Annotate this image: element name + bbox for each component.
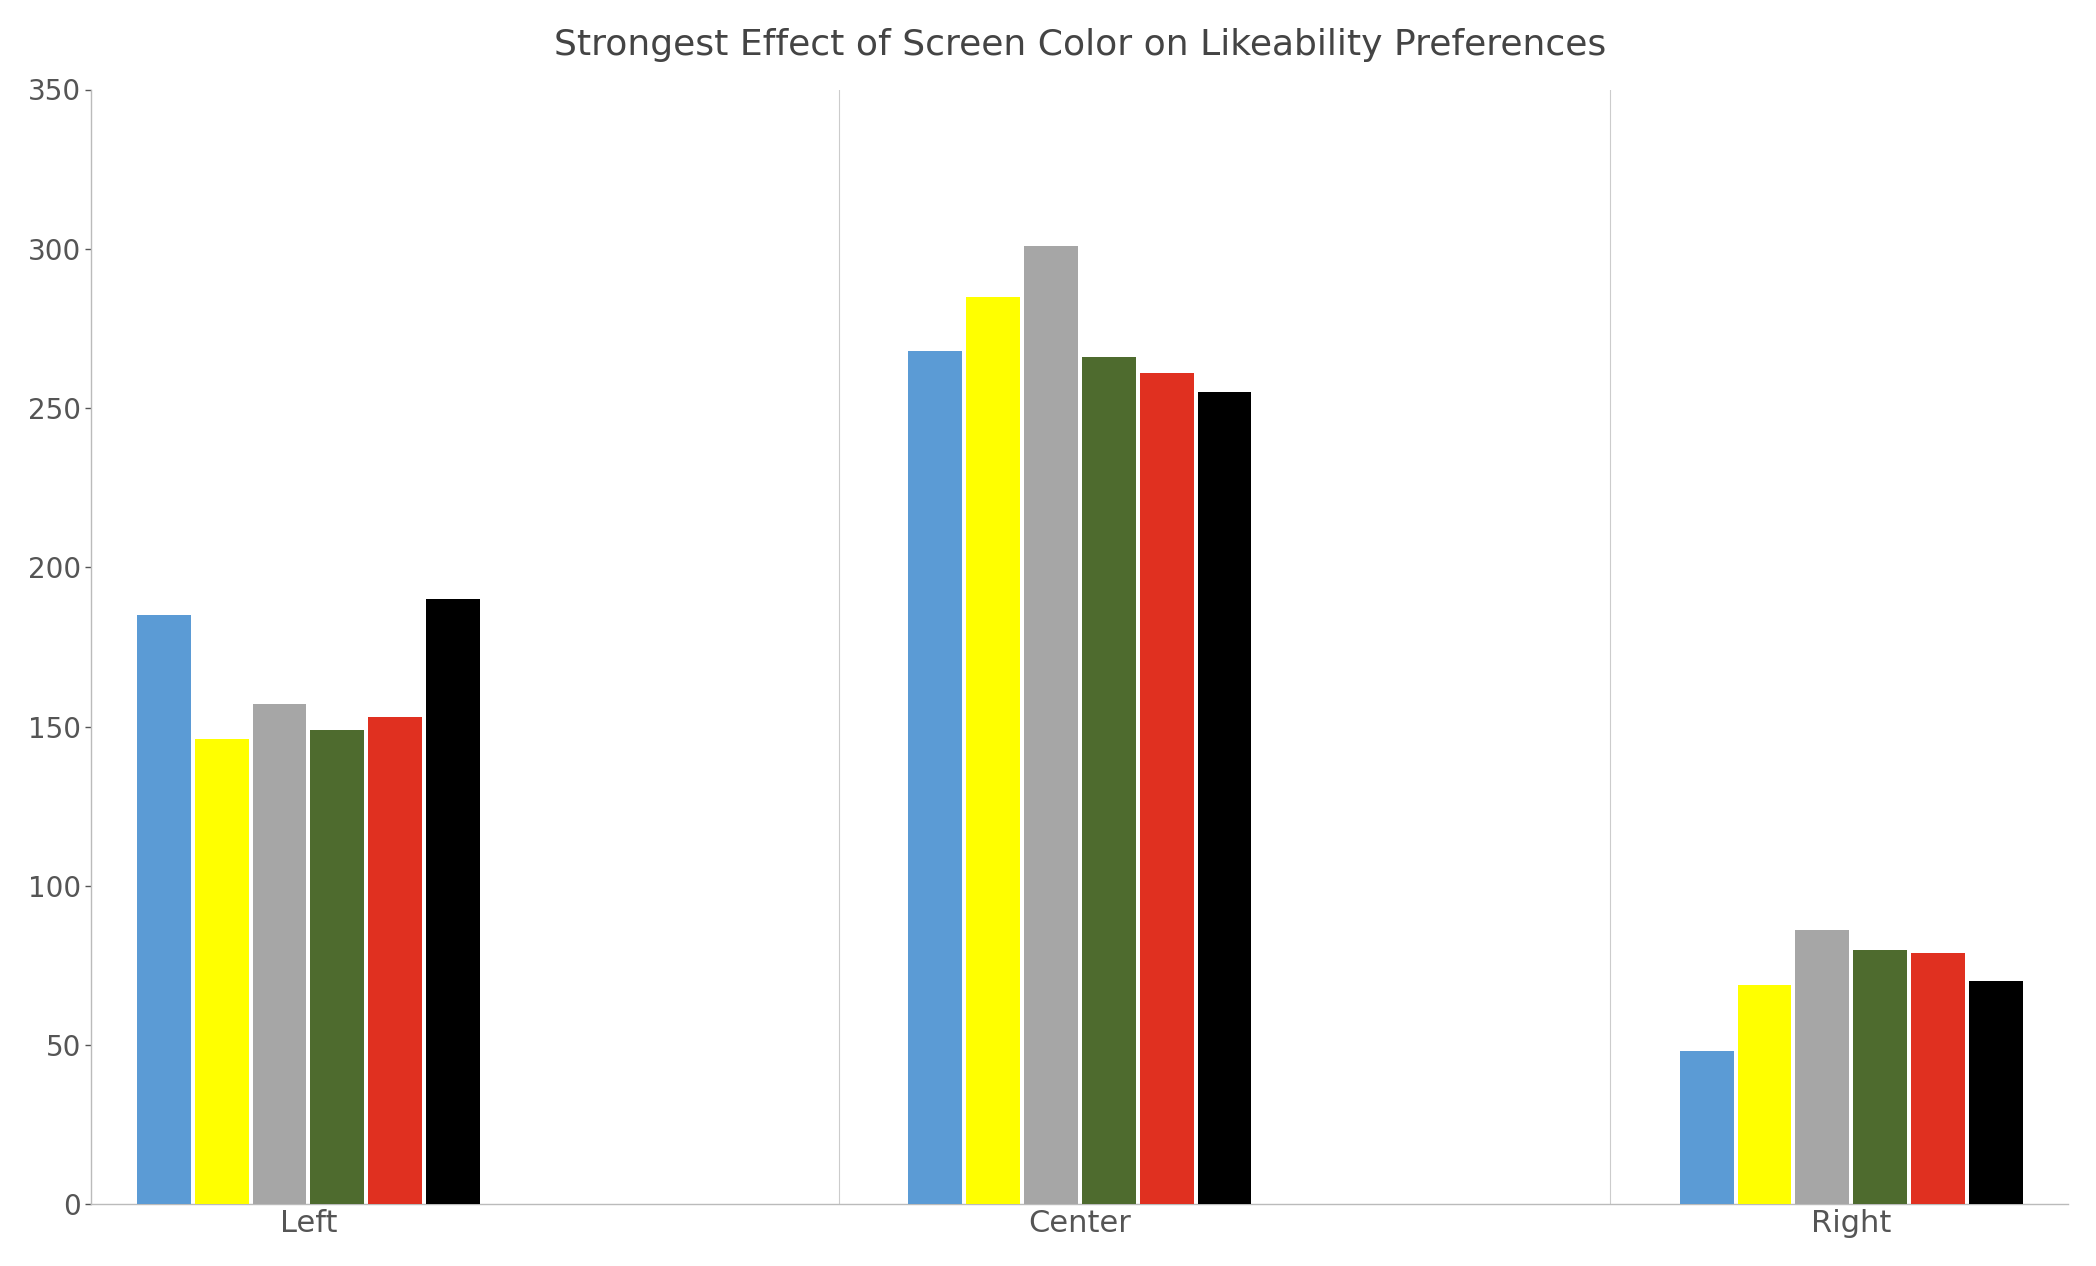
Bar xyxy=(1968,981,2023,1204)
Bar xyxy=(425,599,480,1204)
Bar xyxy=(1140,373,1193,1204)
Bar xyxy=(1796,931,1849,1204)
Bar xyxy=(1679,1052,1733,1204)
Bar xyxy=(966,296,1021,1204)
Bar xyxy=(195,739,249,1204)
Bar xyxy=(1025,246,1077,1204)
Bar xyxy=(369,717,421,1204)
Bar xyxy=(1197,392,1251,1204)
Bar xyxy=(1738,985,1792,1204)
Bar xyxy=(1853,950,1907,1204)
Title: Strongest Effect of Screen Color on Likeability Preferences: Strongest Effect of Screen Color on Like… xyxy=(553,28,1606,62)
Bar xyxy=(1912,953,1964,1204)
Bar xyxy=(254,704,306,1204)
Bar xyxy=(1082,357,1136,1204)
Bar xyxy=(908,351,962,1204)
Bar xyxy=(310,729,365,1204)
Bar xyxy=(136,615,191,1204)
